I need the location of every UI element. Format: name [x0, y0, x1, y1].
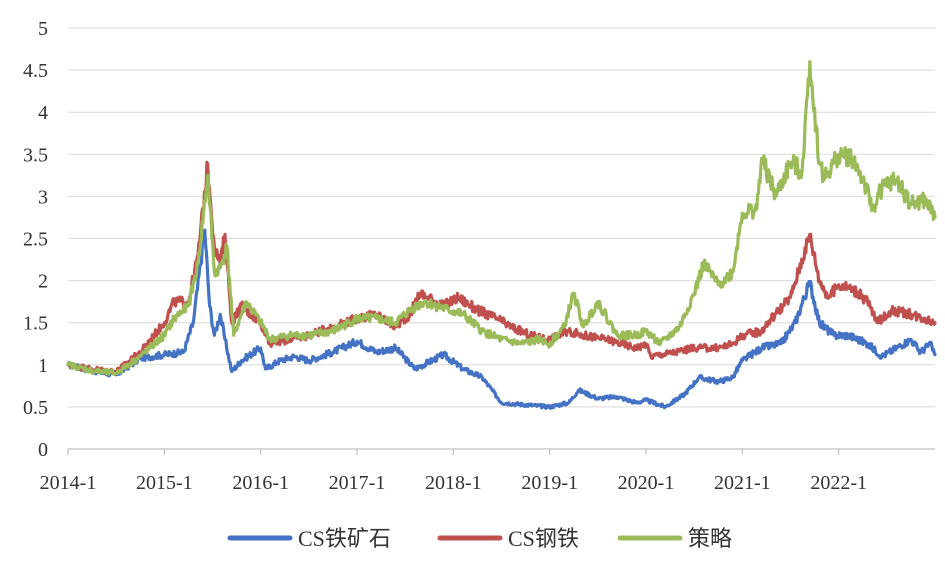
y-axis-ticks: 0 0.5 1 1.5 2 2.5 3 3.5 4 4.5 5: [23, 18, 48, 461]
legend: CS铁矿石 CS钢铁 策略: [227, 526, 732, 551]
legend-label: 策略: [688, 526, 732, 551]
x-tick-label: 2019-1: [521, 472, 578, 494]
legend-label: CS铁矿石: [298, 526, 391, 551]
series-line-2: [66, 60, 937, 376]
x-tick-label: 2022-1: [810, 472, 867, 494]
y-tick-label: 0: [38, 439, 48, 461]
series-lines: [66, 60, 937, 410]
x-tick-label: 2016-1: [232, 472, 289, 494]
x-tick-label: 2014-1: [40, 472, 97, 494]
x-tick-label: 2021-1: [714, 472, 771, 494]
y-tick-label: 0.5: [23, 397, 48, 419]
y-tick-label: 2: [38, 271, 48, 293]
y-tick-label: 3: [38, 186, 48, 208]
gridlines: [68, 27, 935, 450]
x-tick-label: 2015-1: [136, 472, 193, 494]
y-tick-label: 1.5: [23, 313, 48, 335]
y-tick-label: 4: [38, 102, 48, 124]
x-tick-label: 2017-1: [329, 472, 386, 494]
series-line-0: [66, 228, 937, 410]
y-tick-label: 5: [38, 18, 48, 40]
x-axis-ticks: 2014-1 2015-1 2016-1 2017-1 2018-1 2019-1 2020…: [40, 449, 867, 494]
y-tick-label: 4.5: [23, 60, 48, 82]
y-tick-label: 3.5: [23, 144, 48, 166]
x-tick-label: 2018-1: [425, 472, 482, 494]
legend-label: CS钢铁: [508, 526, 579, 551]
y-tick-label: 1: [38, 355, 48, 377]
x-tick-label: 2020-1: [618, 472, 675, 494]
y-tick-label: 2.5: [23, 229, 48, 251]
